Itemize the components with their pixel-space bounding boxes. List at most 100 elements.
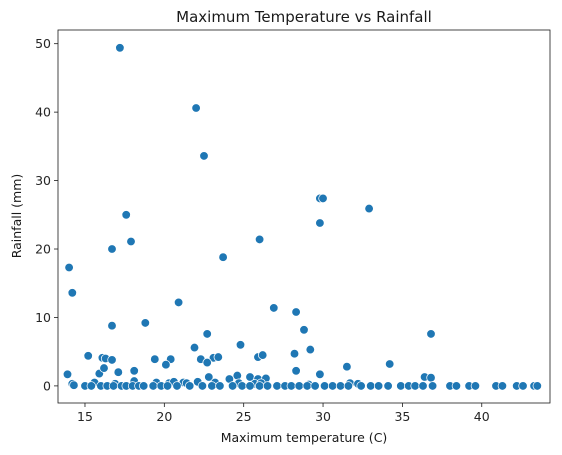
data-point	[69, 380, 79, 390]
data-point	[427, 381, 438, 391]
data-point	[115, 43, 125, 53]
data-point	[64, 262, 74, 273]
data-point	[213, 352, 223, 362]
data-point	[299, 325, 309, 335]
data-point	[172, 381, 182, 391]
data-point	[191, 103, 201, 113]
x-tick-label: 20	[156, 409, 172, 424]
data-point	[310, 381, 320, 391]
data-point	[107, 244, 117, 254]
y-tick-label: 0	[43, 378, 51, 393]
data-point	[108, 381, 119, 391]
data-point	[227, 381, 238, 391]
data-point	[426, 329, 436, 339]
data-point	[197, 381, 208, 391]
x-tick-label: 40	[474, 409, 490, 424]
data-point	[140, 318, 150, 328]
data-point	[67, 288, 77, 298]
data-point	[258, 350, 268, 360]
y-tick-label: 40	[35, 105, 51, 120]
data-point	[451, 381, 462, 391]
y-tick-label: 10	[35, 310, 51, 325]
data-point	[396, 381, 406, 391]
y-axis-ticks: 0 10 20 30 40 50	[35, 36, 58, 393]
data-point	[385, 359, 395, 369]
data-point	[327, 381, 338, 391]
data-point	[161, 360, 171, 370]
data-point	[426, 373, 436, 383]
data-point	[272, 381, 282, 391]
data-point	[373, 381, 384, 391]
plot-frame	[57, 29, 551, 404]
x-tick-label: 30	[315, 409, 331, 424]
data-point	[291, 307, 301, 317]
data-point	[202, 329, 212, 339]
data-point	[418, 381, 428, 391]
data-point	[356, 381, 366, 391]
data-point	[315, 369, 325, 379]
data-point	[305, 344, 315, 355]
data-point	[232, 370, 242, 381]
data-point	[289, 349, 300, 359]
data-point	[254, 381, 265, 391]
data-point	[262, 381, 273, 391]
data-point	[86, 381, 96, 391]
data-point	[518, 381, 528, 391]
data-point	[342, 362, 352, 372]
data-point	[302, 381, 312, 391]
data-point	[286, 381, 296, 391]
data-point	[383, 381, 393, 391]
data-point	[291, 366, 301, 376]
data-point	[148, 381, 158, 391]
data-point	[202, 357, 212, 368]
data-point	[139, 381, 149, 391]
data-point	[83, 351, 93, 361]
data-point	[366, 381, 376, 391]
data-point	[204, 372, 214, 382]
data-point	[107, 321, 117, 331]
data-point	[107, 355, 117, 365]
data-point	[410, 381, 420, 391]
data-point	[185, 381, 195, 391]
y-tick-label: 30	[35, 173, 51, 188]
data-point	[269, 303, 279, 313]
data-point	[294, 381, 304, 391]
data-point	[150, 354, 160, 364]
data-point	[173, 297, 184, 308]
data-point	[364, 203, 374, 214]
x-axis-ticks: 15 20 25 30 35 40	[77, 403, 490, 424]
data-point	[126, 236, 136, 247]
data-point	[335, 381, 346, 391]
chart-title: Maximum Temperature vs Rainfall	[176, 8, 432, 26]
data-point	[121, 210, 131, 220]
data-points	[62, 43, 542, 391]
data-point	[237, 381, 247, 391]
data-point	[235, 340, 246, 350]
data-point	[343, 381, 354, 391]
data-point	[254, 234, 265, 245]
y-tick-label: 50	[35, 36, 51, 51]
data-point	[207, 381, 217, 391]
x-tick-label: 25	[236, 409, 252, 424]
data-point	[215, 381, 225, 391]
data-point	[497, 381, 508, 391]
data-point	[162, 381, 173, 391]
data-point	[189, 342, 200, 353]
data-point	[470, 381, 481, 391]
data-point	[315, 218, 325, 228]
x-tick-label: 35	[394, 409, 410, 424]
y-tick-label: 20	[35, 242, 51, 257]
x-tick-label: 15	[77, 409, 93, 424]
y-axis-label: Rainfall (mm)	[9, 174, 24, 259]
data-point	[113, 367, 123, 377]
data-point	[318, 193, 328, 204]
data-point	[532, 381, 542, 391]
data-point	[218, 252, 228, 262]
x-axis-label: Maximum temperature (C)	[221, 430, 388, 445]
data-point	[199, 151, 209, 161]
data-point	[129, 366, 139, 376]
data-point	[319, 381, 330, 391]
data-point	[62, 369, 73, 379]
data-point	[99, 363, 109, 373]
